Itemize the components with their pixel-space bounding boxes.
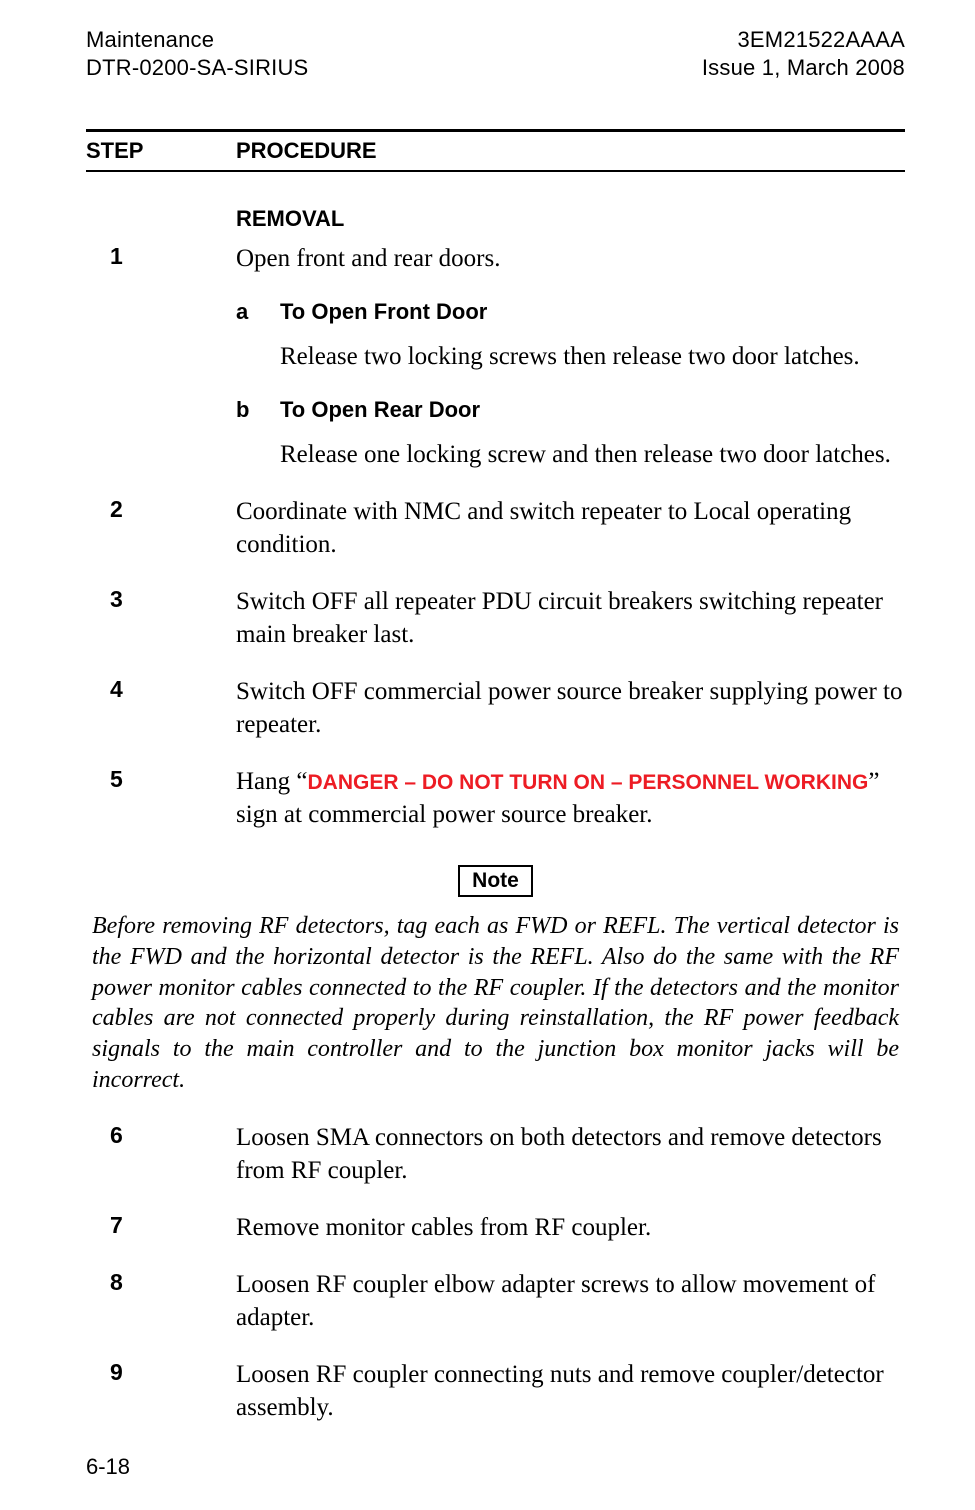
step-1a: a To Open Front Door xyxy=(236,297,905,326)
procedure-body: REMOVAL 1 Open front and rear doors. a T… xyxy=(86,206,905,1424)
note-box-wrap: Note xyxy=(86,865,905,897)
step-1-text: Open front and rear doors. a To Open Fro… xyxy=(236,242,905,471)
step-6-num: 6 xyxy=(86,1121,236,1187)
step-4-num: 4 xyxy=(86,675,236,741)
step-1b-body: Release one locking screw and then relea… xyxy=(280,438,905,471)
step-6-text: Loosen SMA connectors on both detectors … xyxy=(236,1121,905,1187)
step-1: 1 Open front and rear doors. a To Open F… xyxy=(86,242,905,471)
step-header-row: STEP PROCEDURE xyxy=(86,132,905,170)
note-body: Before removing RF detectors, tag each a… xyxy=(92,911,899,1095)
step-9: 9 Loosen RF coupler connecting nuts and … xyxy=(86,1358,905,1424)
step-9-text: Loosen RF coupler connecting nuts and re… xyxy=(236,1358,905,1424)
section-title-removal: REMOVAL xyxy=(236,206,905,232)
step-7: 7 Remove monitor cables from RF coupler. xyxy=(86,1211,905,1244)
step-2-text: Coordinate with NMC and switch repeater … xyxy=(236,495,905,561)
step-2-num: 2 xyxy=(86,495,236,561)
step-table-header: STEP PROCEDURE xyxy=(86,129,905,172)
step-1b-title: To Open Rear Door xyxy=(280,395,480,424)
danger-text: DANGER – DO NOT TURN ON – PERSONNEL WORK… xyxy=(308,771,869,794)
step-7-text: Remove monitor cables from RF coupler. xyxy=(236,1211,905,1244)
step-6: 6 Loosen SMA connectors on both detector… xyxy=(86,1121,905,1187)
header-right-line2: Issue 1, March 2008 xyxy=(702,54,905,82)
step-1b-letter: b xyxy=(236,395,280,424)
step-1-num: 1 xyxy=(86,242,236,471)
column-header-step: STEP xyxy=(86,138,236,164)
step-8: 8 Loosen RF coupler elbow adapter screws… xyxy=(86,1268,905,1334)
step-3-num: 3 xyxy=(86,585,236,651)
step-3: 3 Switch OFF all repeater PDU circuit br… xyxy=(86,585,905,651)
page: Maintenance DTR-0200-SA-SIRIUS 3EM21522A… xyxy=(0,0,975,1510)
step-1a-letter: a xyxy=(236,297,280,326)
column-header-procedure: PROCEDURE xyxy=(236,138,377,164)
step-1b: b To Open Rear Door xyxy=(236,395,905,424)
step-4: 4 Switch OFF commercial power source bre… xyxy=(86,675,905,741)
step-9-num: 9 xyxy=(86,1358,236,1424)
note-label: Note xyxy=(458,865,533,897)
page-number: 6-18 xyxy=(86,1454,130,1480)
spacer xyxy=(86,1095,905,1121)
header-left-line1: Maintenance xyxy=(86,26,308,54)
step-5-num: 5 xyxy=(86,765,236,831)
step-5: 5 Hang “DANGER – DO NOT TURN ON – PERSON… xyxy=(86,765,905,831)
step-8-text: Loosen RF coupler elbow adapter screws t… xyxy=(236,1268,905,1334)
step-5-pre: Hang “ xyxy=(236,768,308,795)
page-header: Maintenance DTR-0200-SA-SIRIUS 3EM21522A… xyxy=(86,26,905,81)
step-5-text: Hang “DANGER – DO NOT TURN ON – PERSONNE… xyxy=(236,765,905,831)
step-4-text: Switch OFF commercial power source break… xyxy=(236,675,905,741)
header-right: 3EM21522AAAA Issue 1, March 2008 xyxy=(702,26,905,81)
step-2: 2 Coordinate with NMC and switch repeate… xyxy=(86,495,905,561)
header-right-line1: 3EM21522AAAA xyxy=(702,26,905,54)
step-1-intro: Open front and rear doors. xyxy=(236,245,501,272)
step-1a-body: Release two locking screws then release … xyxy=(280,340,905,373)
step-3-text: Switch OFF all repeater PDU circuit brea… xyxy=(236,585,905,651)
step-8-num: 8 xyxy=(86,1268,236,1334)
rule-bottom xyxy=(86,170,905,172)
step-1a-title: To Open Front Door xyxy=(280,297,487,326)
step-7-num: 7 xyxy=(86,1211,236,1244)
header-left: Maintenance DTR-0200-SA-SIRIUS xyxy=(86,26,308,81)
header-left-line2: DTR-0200-SA-SIRIUS xyxy=(86,54,308,82)
